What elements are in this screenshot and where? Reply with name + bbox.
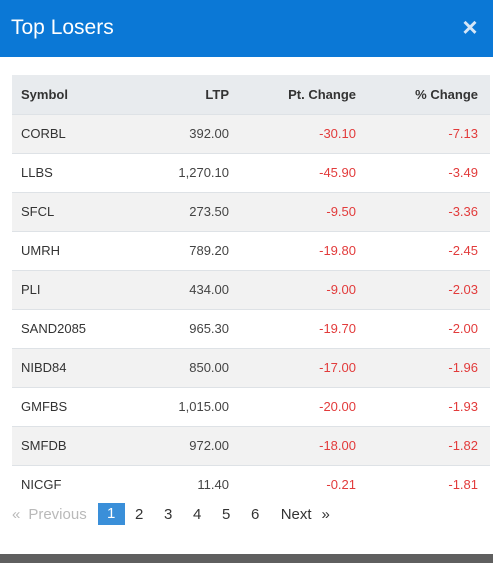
- bottom-bar: [0, 554, 493, 563]
- table-row: PLI 434.00 -9.00 -2.03: [12, 270, 490, 309]
- cell-symbol[interactable]: GMFBS: [21, 399, 68, 414]
- table-row: NICGF 11.40 -0.21 -1.81: [12, 465, 490, 504]
- cell-pt-change: -18.00: [319, 438, 356, 453]
- pagination: « Previous 1 2 3 4 5 6 Next »: [12, 503, 330, 525]
- table-row: GMFBS 1,015.00 -20.00 -1.93: [12, 387, 490, 426]
- cell-symbol[interactable]: SFCL: [21, 204, 55, 219]
- cell-ltp: 273.50: [189, 204, 229, 219]
- cell-symbol[interactable]: UMRH: [21, 243, 60, 258]
- cell-pt-change: -30.10: [319, 126, 356, 141]
- table-row: LLBS 1,270.10 -45.90 -3.49: [12, 153, 490, 192]
- cell-symbol[interactable]: NIBD84: [21, 360, 67, 375]
- cell-pt-change: -45.90: [319, 165, 356, 180]
- table-header-row: Symbol LTP Pt. Change % Change: [12, 75, 490, 114]
- cell-ltp: 11.40: [197, 477, 229, 493]
- cell-pct-change: -2.00: [448, 321, 478, 336]
- cell-pct-change: -7.13: [448, 126, 478, 141]
- cell-pct-change: -3.36: [448, 204, 478, 219]
- close-icon[interactable]: ×: [462, 12, 478, 42]
- cell-pct-change: -1.96: [448, 360, 478, 375]
- page-3-button[interactable]: 3: [164, 505, 173, 523]
- page-5-button[interactable]: 5: [222, 505, 231, 523]
- top-losers-table: Symbol LTP Pt. Change % Change CORBL 392…: [12, 75, 490, 504]
- page-4-button[interactable]: 4: [193, 505, 202, 523]
- cell-pct-change: -3.49: [448, 165, 478, 180]
- table-row: SFCL 273.50 -9.50 -3.36: [12, 192, 490, 231]
- cell-ltp: 789.20: [189, 243, 229, 258]
- column-header-pct-change[interactable]: % Change: [415, 86, 478, 102]
- cell-pt-change: -19.70: [319, 321, 356, 336]
- column-header-ltp[interactable]: LTP: [205, 86, 229, 102]
- page-1-button[interactable]: 1: [97, 503, 125, 525]
- column-header-symbol[interactable]: Symbol: [21, 86, 68, 102]
- cell-pct-change: -1.93: [448, 399, 478, 414]
- next-page-button[interactable]: Next: [280, 505, 312, 523]
- cell-pt-change: -19.80: [319, 243, 356, 258]
- previous-page-button[interactable]: Previous: [28, 505, 87, 523]
- page-6-button[interactable]: 6: [251, 505, 260, 523]
- cell-pt-change: -9.00: [326, 282, 356, 297]
- cell-symbol[interactable]: SAND2085: [21, 321, 87, 336]
- cell-pt-change: -20.00: [319, 399, 356, 414]
- cell-pt-change: -0.21: [326, 477, 356, 493]
- column-header-pt-change[interactable]: Pt. Change: [288, 86, 356, 102]
- cell-ltp: 965.30: [189, 321, 229, 336]
- page-2-button[interactable]: 2: [135, 505, 144, 523]
- previous-arrow-icon: «: [12, 505, 21, 523]
- cell-pct-change: -1.81: [448, 477, 478, 493]
- cell-ltp: 1,015.00: [178, 399, 229, 414]
- cell-pct-change: -2.45: [448, 243, 478, 258]
- table-row: NIBD84 850.00 -17.00 -1.96: [12, 348, 490, 387]
- table-row: SMFDB 972.00 -18.00 -1.82: [12, 426, 490, 465]
- table-row: SAND2085 965.30 -19.70 -2.00: [12, 309, 490, 348]
- modal-title: Top Losers: [11, 16, 114, 39]
- cell-ltp: 392.00: [189, 126, 229, 141]
- cell-pct-change: -1.82: [448, 438, 478, 453]
- cell-pt-change: -9.50: [326, 204, 356, 219]
- cell-ltp: 1,270.10: [178, 165, 229, 180]
- cell-ltp: 850.00: [189, 360, 229, 375]
- table-row: UMRH 789.20 -19.80 -2.45: [12, 231, 490, 270]
- table-row: CORBL 392.00 -30.10 -7.13: [12, 114, 490, 153]
- cell-pct-change: -2.03: [448, 282, 478, 297]
- cell-symbol[interactable]: NICGF: [21, 477, 62, 493]
- cell-symbol[interactable]: LLBS: [21, 165, 53, 180]
- cell-ltp: 434.00: [189, 282, 229, 297]
- cell-symbol[interactable]: CORBL: [21, 126, 66, 141]
- cell-ltp: 972.00: [189, 438, 229, 453]
- cell-pt-change: -17.00: [319, 360, 356, 375]
- modal-header: Top Losers ×: [0, 0, 493, 57]
- cell-symbol[interactable]: SMFDB: [21, 438, 67, 453]
- cell-symbol[interactable]: PLI: [21, 282, 41, 297]
- next-arrow-icon: »: [321, 505, 330, 523]
